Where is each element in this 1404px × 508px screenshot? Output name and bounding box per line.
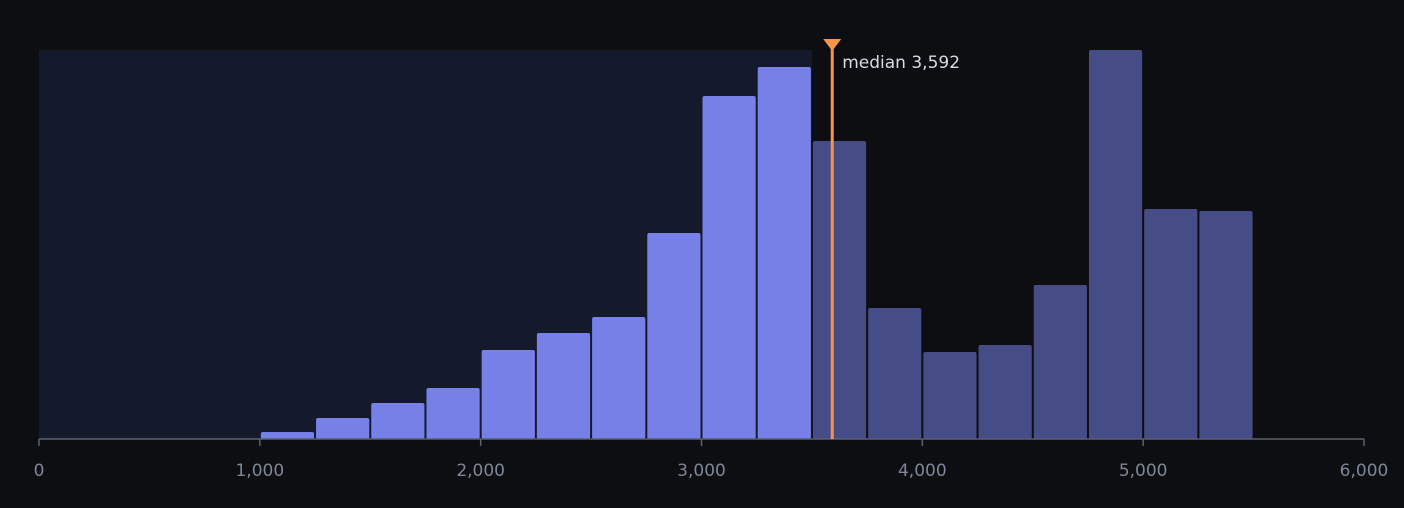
bars bbox=[205, 50, 1253, 439]
bar bbox=[812, 141, 867, 439]
bar bbox=[371, 403, 425, 439]
median-marker: median 3,592 bbox=[823, 39, 960, 439]
x-tick-label: 5,000 bbox=[1119, 461, 1168, 481]
x-tick-label: 6,000 bbox=[1340, 461, 1389, 481]
x-axis: 0 1,000 2,000 3,000 4,000 5,000 6,000 bbox=[34, 438, 1389, 481]
bar bbox=[316, 418, 370, 439]
bar bbox=[536, 333, 591, 439]
bar bbox=[923, 352, 977, 439]
bar bbox=[1144, 209, 1198, 439]
bar bbox=[757, 67, 811, 439]
median-label: median 3,592 bbox=[842, 53, 960, 73]
bar bbox=[1199, 211, 1253, 439]
bar bbox=[702, 96, 756, 439]
bar bbox=[1088, 50, 1143, 439]
x-tick-label: 0 bbox=[34, 461, 45, 481]
bar bbox=[868, 308, 922, 439]
x-tick-label: 4,000 bbox=[898, 461, 947, 481]
bar bbox=[647, 233, 701, 439]
bar bbox=[1033, 285, 1087, 439]
bar bbox=[978, 345, 1032, 439]
median-triangle bbox=[823, 39, 842, 51]
bar bbox=[592, 317, 646, 439]
x-tick-label: 2,000 bbox=[456, 461, 505, 481]
x-tick-label: 3,000 bbox=[677, 461, 726, 481]
bar bbox=[426, 388, 480, 439]
x-tick-label: 1,000 bbox=[235, 461, 284, 481]
bar bbox=[481, 350, 535, 439]
bar bbox=[260, 432, 315, 439]
